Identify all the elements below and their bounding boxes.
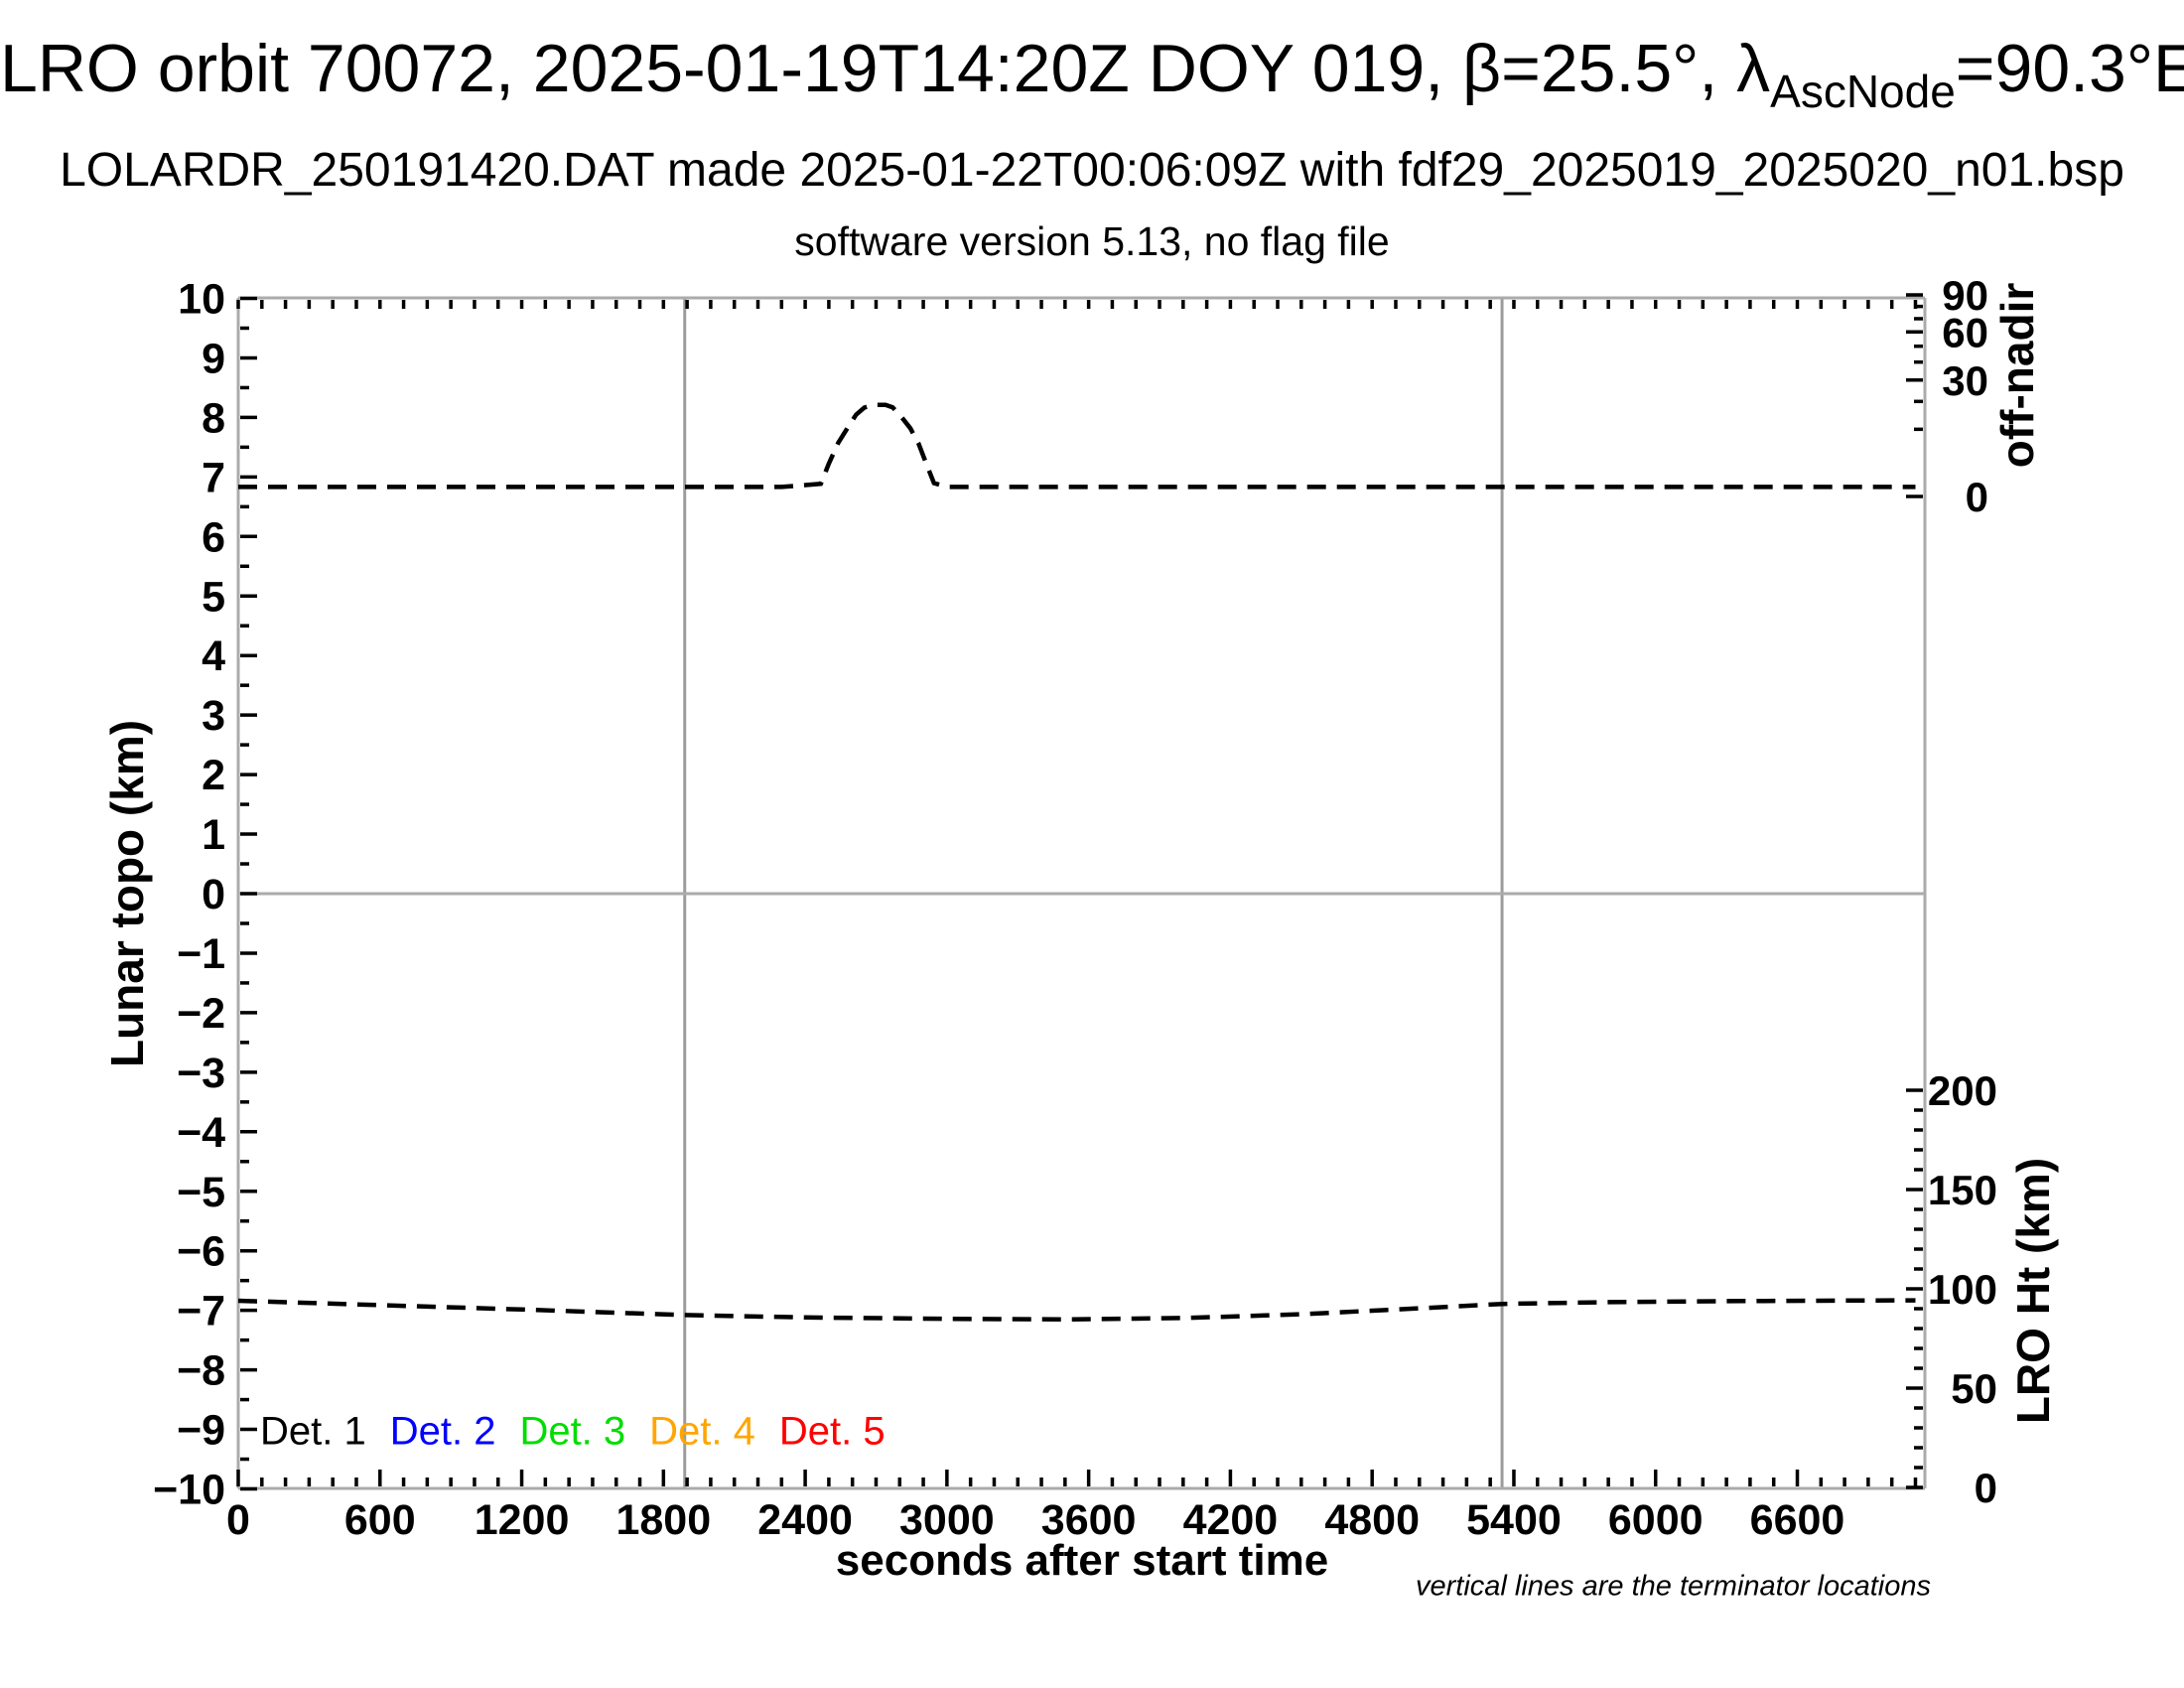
svg-text:−3: −3 xyxy=(177,1050,225,1097)
svg-text:7: 7 xyxy=(202,454,225,501)
svg-text:90: 90 xyxy=(1942,272,1988,319)
svg-text:150: 150 xyxy=(1928,1167,1997,1213)
svg-text:4800: 4800 xyxy=(1324,1496,1420,1544)
svg-text:200: 200 xyxy=(1928,1067,1997,1114)
plot-title: LRO orbit 70072, 2025-01-19T14:20Z DOY 0… xyxy=(0,30,2184,117)
svg-text:6: 6 xyxy=(202,513,225,561)
svg-text:0: 0 xyxy=(202,871,225,918)
plot-title-main: LRO orbit 70072, 2025-01-19T14:20Z DOY 0… xyxy=(0,31,1771,106)
off-nadir-axis-ticks xyxy=(1906,293,1923,498)
svg-text:3000: 3000 xyxy=(899,1496,995,1544)
svg-text:100: 100 xyxy=(1928,1266,1997,1313)
svg-text:0: 0 xyxy=(226,1496,250,1544)
svg-text:−8: −8 xyxy=(177,1347,225,1395)
svg-text:9: 9 xyxy=(202,335,225,382)
svg-text:30: 30 xyxy=(1942,357,1988,404)
svg-text:5: 5 xyxy=(202,573,225,621)
svg-text:3: 3 xyxy=(202,692,225,740)
lro-ht-series-line xyxy=(237,1298,1916,1323)
plot-subtitle-file: LOLARDR_250191420.DAT made 2025-01-22T00… xyxy=(60,144,2124,197)
detector-legend: Det. 1 Det. 2 Det. 3 Det. 4 Det. 5 xyxy=(260,1410,886,1455)
legend-item: Det. 1 xyxy=(260,1409,366,1454)
svg-text:50: 50 xyxy=(1951,1365,1997,1412)
off-nadir-series-line xyxy=(238,402,1916,490)
svg-text:6000: 6000 xyxy=(1608,1496,1704,1544)
svg-text:0: 0 xyxy=(1966,474,1988,520)
svg-text:−10: −10 xyxy=(153,1467,225,1514)
svg-text:5400: 5400 xyxy=(1466,1496,1562,1544)
svg-text:−4: −4 xyxy=(177,1109,225,1157)
lro-ht-axis-ticks xyxy=(1906,1088,1923,1489)
x-axis-tick-labels: 0 600 1200 1800 2400 3000 3600 4200 4800 5400 6000… xyxy=(226,1496,1844,1544)
svg-text:−1: −1 xyxy=(177,930,225,978)
svg-text:0: 0 xyxy=(1975,1465,1997,1511)
plot-title-subscript: AscNode xyxy=(1770,66,1956,117)
svg-text:−9: −9 xyxy=(177,1407,225,1455)
svg-text:3600: 3600 xyxy=(1041,1496,1137,1544)
legend-item: Det. 4 xyxy=(649,1409,755,1454)
axis-frame xyxy=(236,296,1927,1490)
lro-ht-tick-labels: 200 150 100 50 0 xyxy=(1928,1067,1997,1511)
svg-text:8: 8 xyxy=(202,394,225,442)
svg-text:−2: −2 xyxy=(177,990,225,1038)
svg-text:−5: −5 xyxy=(177,1169,225,1216)
svg-text:2400: 2400 xyxy=(757,1496,853,1544)
off-nadir-axis-title: off-nadir xyxy=(1991,282,2043,469)
left-axis-title: Lunar topo (km) xyxy=(101,719,153,1068)
svg-text:1200: 1200 xyxy=(475,1496,570,1544)
plot-title-tail: =90.3°E xyxy=(1955,31,2184,106)
terminator-footnote: vertical lines are the terminator locati… xyxy=(1415,1570,1931,1603)
svg-text:1800: 1800 xyxy=(615,1496,711,1544)
x-axis-title: seconds after start time xyxy=(835,1536,1329,1585)
legend-item: Det. 2 xyxy=(389,1409,496,1454)
legend-item: Det. 5 xyxy=(778,1409,886,1454)
svg-text:4: 4 xyxy=(202,633,225,680)
svg-text:−7: −7 xyxy=(177,1288,225,1336)
svg-text:1: 1 xyxy=(202,811,225,859)
svg-text:10: 10 xyxy=(178,276,225,324)
plot-subtitle-software: software version 5.13, no flag file xyxy=(794,218,1390,264)
svg-text:60: 60 xyxy=(1942,309,1988,355)
svg-text:−6: −6 xyxy=(177,1228,225,1276)
svg-text:600: 600 xyxy=(344,1496,416,1544)
svg-text:2: 2 xyxy=(202,752,225,799)
legend-item: Det. 3 xyxy=(519,1409,626,1454)
x-axis-ticks xyxy=(236,300,1918,1486)
left-axis-ticks xyxy=(240,296,257,1491)
svg-text:4200: 4200 xyxy=(1183,1496,1279,1544)
lro-ht-axis-title: LRO Ht (km) xyxy=(2007,1157,2059,1425)
svg-text:6600: 6600 xyxy=(1750,1496,1845,1544)
